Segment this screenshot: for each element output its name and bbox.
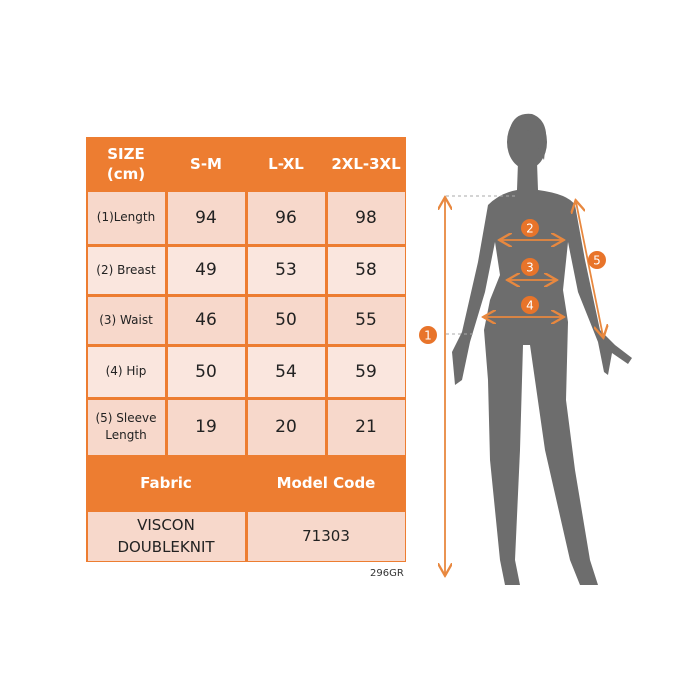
- value-cell: 20: [247, 399, 325, 455]
- size-chart-table: SIZE (cm) S-M L-XL 2XL-3XL (1)Length 94 96 98 (2…: [86, 137, 406, 562]
- footer-value-cell: VISCON DOUBLEKNIT: [87, 511, 245, 561]
- marker-label: 1: [424, 329, 432, 343]
- value-cell: 46: [167, 296, 245, 344]
- footer-header-cell: Fabric: [140, 474, 192, 492]
- value-cell: 98: [327, 191, 405, 244]
- header-cell: 2XL-3XL: [331, 154, 401, 173]
- marker-label: 2: [526, 222, 534, 236]
- marker-circle-3: [521, 258, 539, 276]
- row-label: (5) Sleeve Length: [87, 399, 165, 455]
- marker-circle-5: [588, 251, 606, 269]
- value-cell: 58: [327, 246, 405, 294]
- row-label: (2) Breast: [87, 246, 165, 294]
- header-cell: L-XL: [268, 154, 304, 173]
- marker-label: 4: [526, 299, 534, 313]
- marker-circle-2: [521, 219, 539, 237]
- header-cell: S-M: [190, 154, 222, 173]
- value-cell: 49: [167, 246, 245, 294]
- marker-circle-1: [419, 326, 437, 344]
- row-label: (1)Length: [87, 191, 165, 244]
- value-cell: 19: [167, 399, 245, 455]
- marker-circle-4: [521, 296, 539, 314]
- footer-header-cell: Model Code: [276, 474, 376, 492]
- value-cell: 54: [247, 346, 325, 397]
- row-label: (3) Waist: [87, 296, 165, 344]
- value-cell: 50: [167, 346, 245, 397]
- value-cell: 21: [327, 399, 405, 455]
- footer-value-cell: 71303: [247, 511, 405, 561]
- value-cell: 96: [247, 191, 325, 244]
- row-label: (4) Hip: [87, 346, 165, 397]
- value-cell: 59: [327, 346, 405, 397]
- marker-label: 3: [526, 261, 534, 275]
- value-cell: 50: [247, 296, 325, 344]
- marker-label: 5: [593, 254, 601, 268]
- value-cell: 53: [247, 246, 325, 294]
- sleeve-arrow: [576, 202, 603, 336]
- silhouette: [452, 113, 632, 585]
- header-cell: SIZE (cm): [106, 144, 146, 183]
- value-cell: 55: [327, 296, 405, 344]
- product-code: 296GR: [370, 568, 404, 579]
- value-cell: 94: [167, 191, 245, 244]
